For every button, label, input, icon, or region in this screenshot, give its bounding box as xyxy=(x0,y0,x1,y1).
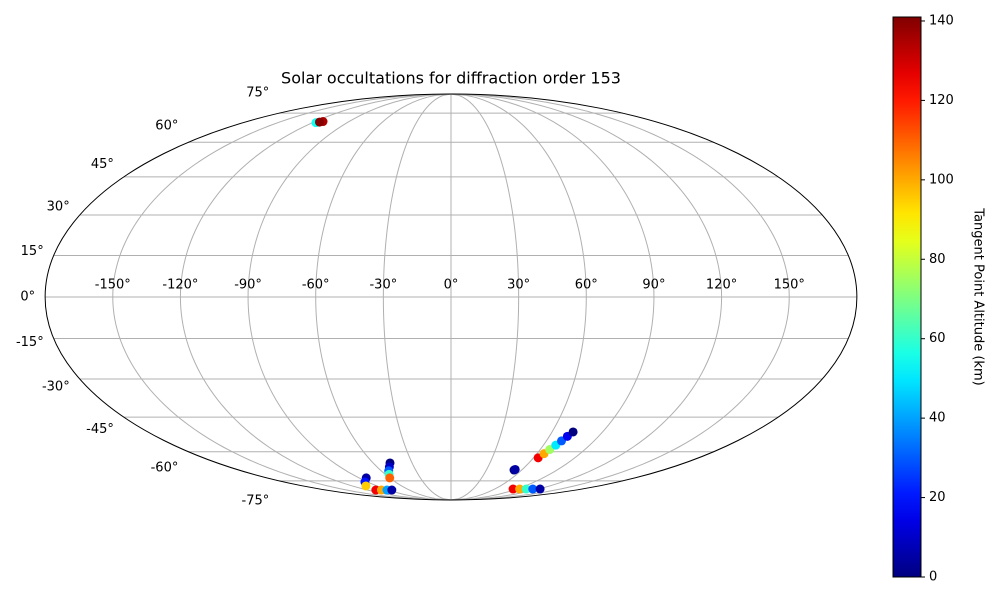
x-tick-label: -30° xyxy=(369,278,397,293)
colorbar-tick-label: 140 xyxy=(929,13,954,28)
x-tick-label: 150° xyxy=(774,278,805,293)
colorbar-tick-label: 20 xyxy=(929,490,946,505)
map-outline xyxy=(44,93,858,501)
colorbar-label: Tangent Point Altitude (km) xyxy=(971,207,986,385)
x-tick-label: 120° xyxy=(706,278,737,293)
point xyxy=(387,485,397,495)
y-tick-label: 75° xyxy=(246,85,269,100)
x-tick-label: -90° xyxy=(234,278,262,293)
y-tick-label: -60° xyxy=(151,460,179,475)
y-tick-label: 30° xyxy=(47,199,70,214)
x-tick-label: 0° xyxy=(444,278,459,293)
colorbar-tick-label: 0 xyxy=(929,570,937,585)
y-tick-label: 45° xyxy=(91,157,114,172)
y-tick-label: 60° xyxy=(155,119,178,134)
colorbar-tick-label: 40 xyxy=(929,411,946,426)
x-tick-label: -60° xyxy=(302,278,330,293)
colorbar-tick-label: 100 xyxy=(929,172,954,187)
y-tick-label: -45° xyxy=(86,422,114,437)
y-tick-label: 15° xyxy=(21,244,44,259)
x-tick-label: -120° xyxy=(162,278,198,293)
y-tick-label: 0° xyxy=(20,290,35,305)
colorbar-tick-label: 120 xyxy=(929,93,954,108)
point xyxy=(508,484,518,494)
x-tick-label: 90° xyxy=(642,278,665,293)
point xyxy=(361,481,371,491)
colorbar-tick-label: 60 xyxy=(929,331,946,346)
point xyxy=(528,484,538,494)
point xyxy=(535,484,545,494)
point xyxy=(315,117,325,127)
chart-title: Solar occultations for diffraction order… xyxy=(281,69,621,88)
point xyxy=(568,427,578,437)
point xyxy=(385,473,395,483)
y-tick-label: -15° xyxy=(16,335,44,350)
point xyxy=(510,464,520,474)
point xyxy=(515,484,525,494)
colorbar-tick-label: 80 xyxy=(929,252,946,267)
point xyxy=(521,484,531,494)
y-tick-label: -30° xyxy=(42,380,70,395)
x-tick-label: 30° xyxy=(507,278,530,293)
y-tick-label: -75° xyxy=(242,494,270,509)
colorbar xyxy=(892,16,922,578)
x-tick-label: -150° xyxy=(95,278,131,293)
x-tick-label: 60° xyxy=(575,278,598,293)
